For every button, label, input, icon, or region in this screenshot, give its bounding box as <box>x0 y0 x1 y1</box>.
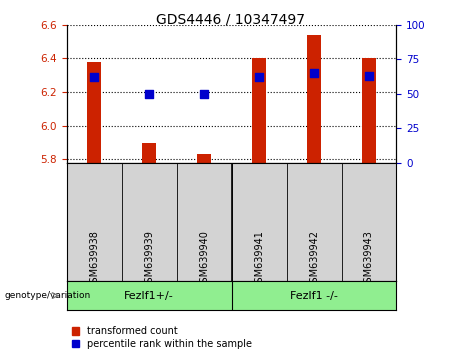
Text: GDS4446 / 10347497: GDS4446 / 10347497 <box>156 12 305 27</box>
Text: Fezlf1+/-: Fezlf1+/- <box>124 291 174 301</box>
Text: genotype/variation: genotype/variation <box>5 291 91 300</box>
Point <box>201 91 208 97</box>
Point <box>365 73 372 79</box>
Point <box>91 74 98 80</box>
Point <box>255 74 263 80</box>
Bar <box>252 58 266 163</box>
Bar <box>307 35 321 163</box>
Text: Fezlf1 -/-: Fezlf1 -/- <box>290 291 338 301</box>
Bar <box>197 154 211 163</box>
Bar <box>362 58 376 163</box>
Bar <box>142 143 156 163</box>
Point <box>310 70 318 76</box>
Legend: transformed count, percentile rank within the sample: transformed count, percentile rank withi… <box>72 326 252 349</box>
Bar <box>88 62 101 163</box>
Point <box>146 91 153 97</box>
